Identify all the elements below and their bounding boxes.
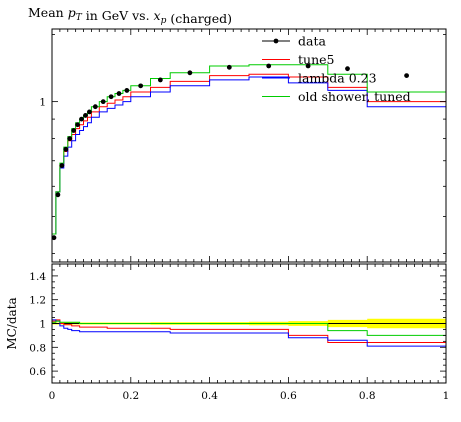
data-point <box>266 63 272 69</box>
data-point <box>345 66 350 72</box>
title-text: in GeV vs. <box>82 8 154 23</box>
ratio-y-tick-label: 1.4 <box>29 271 46 283</box>
legend-label: tune5 <box>298 52 334 67</box>
ratio-y-tick-label: 0.6 <box>29 366 46 378</box>
title-symbol: p <box>68 5 76 20</box>
ratio-y-tick-label: 0.8 <box>29 342 46 354</box>
ratio-y-axis-label: MC/data <box>5 297 19 349</box>
legend-marker <box>273 38 279 44</box>
ratio-y-tick-label: 1 <box>39 319 46 331</box>
data-point <box>108 94 114 100</box>
plot-title: Mean pT in GeV vs. xp (charged) <box>28 5 232 26</box>
ratio-line-lambda-0-23 <box>52 319 446 347</box>
data-point <box>75 122 81 128</box>
data-point <box>124 88 130 93</box>
x-tick-label: 0.6 <box>280 390 297 402</box>
ratio-plot-panel: 0 0.2 0.4 0.6 0.8 1 0.6 0.8 1 1.2 1.4 MC/data <box>5 263 450 402</box>
x-tick-label: 0 <box>49 390 56 402</box>
data-point <box>83 113 88 118</box>
title-subscript: T <box>76 13 83 23</box>
title-text: (charged) <box>166 11 232 26</box>
main-line-lambda-0-23 <box>52 76 446 235</box>
data-point <box>59 163 65 168</box>
data-point <box>305 63 311 69</box>
title-subscript: p <box>161 16 167 26</box>
data-point <box>71 128 77 133</box>
data-point <box>116 91 122 96</box>
data-point <box>157 77 163 83</box>
title-text: Mean <box>28 5 68 20</box>
data-point <box>67 136 73 142</box>
ratio-y-tick-label: 1.2 <box>29 295 46 307</box>
x-tick-label: 1 <box>443 390 450 402</box>
data-point <box>226 64 232 70</box>
x-tick-label: 0.4 <box>201 390 218 402</box>
data-point <box>100 99 106 105</box>
legend-label: lambda 0.23 <box>298 71 377 86</box>
data-point <box>79 116 84 122</box>
x-tick-label: 0.2 <box>122 390 139 402</box>
data-point <box>55 192 61 198</box>
data-point <box>87 109 92 115</box>
data-point <box>404 73 409 79</box>
main-plot-frame <box>51 28 447 263</box>
legend-label: old shower, tuned <box>298 89 411 104</box>
data-point <box>138 83 144 89</box>
x-tick-label: 0.8 <box>359 390 376 402</box>
main-plot-panel: 1 data tune5 lambda 0.23 old shower, tuned <box>39 28 447 263</box>
data-point <box>63 146 69 152</box>
main-line-old-shower-tuned <box>52 64 446 235</box>
ratio-line-old-shower-tuned <box>52 320 446 336</box>
ratio-line-tune5 <box>52 319 446 343</box>
title-symbol: x <box>154 8 161 23</box>
data-point <box>51 235 57 241</box>
main-y-tick-label: 1 <box>39 97 46 109</box>
data-point <box>187 70 193 76</box>
legend-label: data <box>298 34 326 49</box>
data-point <box>92 104 98 110</box>
